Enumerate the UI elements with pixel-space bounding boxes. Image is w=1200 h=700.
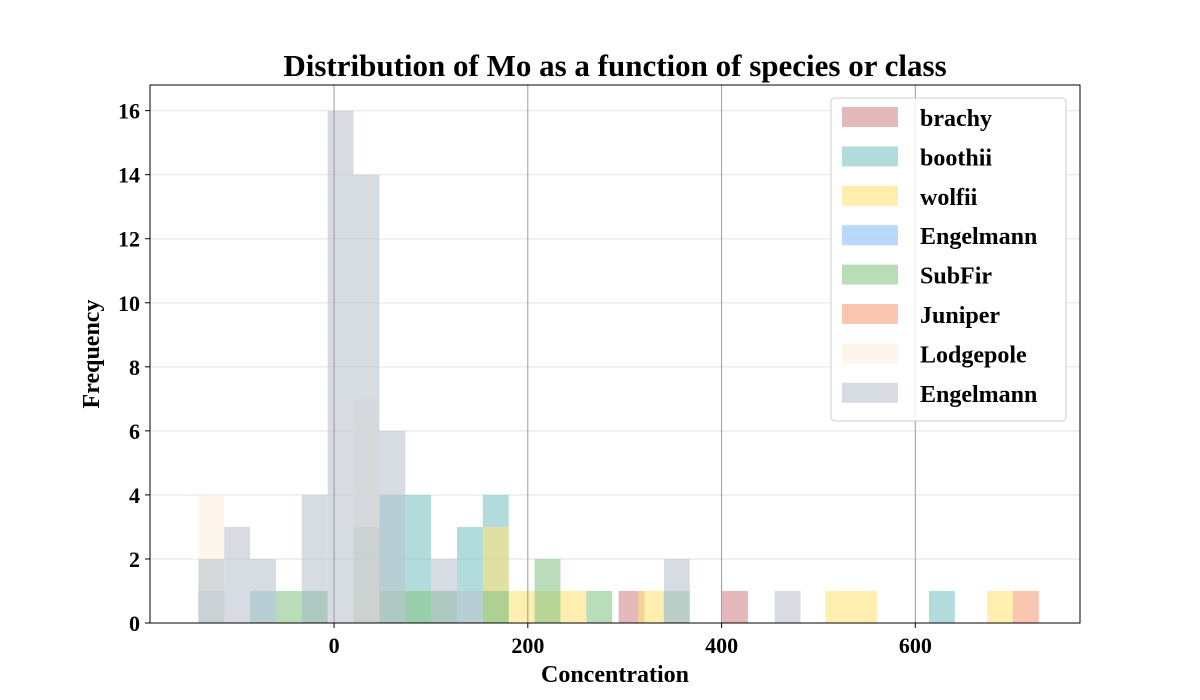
legend-label: Engelmann bbox=[920, 224, 1037, 250]
y-tick-label: 8 bbox=[129, 355, 140, 380]
bar-engelmann-7 bbox=[224, 526, 251, 623]
bar-subfir-4 bbox=[405, 590, 432, 623]
bar-wolfii-2 bbox=[560, 590, 587, 623]
legend-label: brachy bbox=[920, 106, 992, 132]
legend-swatch bbox=[842, 107, 898, 127]
legend-swatch bbox=[842, 382, 898, 403]
bar-engelmann-7 bbox=[431, 558, 457, 623]
x-axis-label: Concentration bbox=[541, 662, 689, 688]
bar-engelmann-7 bbox=[456, 590, 483, 623]
plot-frame bbox=[149, 84, 1081, 624]
bar-subfir-4 bbox=[534, 558, 561, 623]
bar-engelmann-7 bbox=[379, 430, 406, 623]
legend-label: wolfii bbox=[920, 185, 978, 211]
bar-brachy-0 bbox=[722, 590, 748, 623]
y-tick-label: 0 bbox=[129, 611, 140, 636]
bar-engelmann-7 bbox=[663, 558, 690, 623]
legend-label: SubFir bbox=[920, 264, 992, 290]
y-tick-label: 14 bbox=[118, 163, 140, 188]
legend-label: Lodgepole bbox=[920, 342, 1027, 368]
legend-swatch bbox=[842, 146, 898, 167]
bar-wolfii-2 bbox=[508, 590, 535, 623]
chart-title: Distribution of Mo as a function of spec… bbox=[283, 48, 946, 83]
bar-subfir-4 bbox=[586, 590, 613, 623]
y-tick-label: 16 bbox=[118, 99, 140, 124]
legend-swatch bbox=[842, 264, 898, 285]
y-tick-label: 6 bbox=[129, 419, 140, 444]
x-tick-label: 400 bbox=[705, 633, 738, 658]
x-tick-label: 200 bbox=[511, 633, 544, 658]
bar-wolfii-2 bbox=[987, 590, 1013, 623]
legend-label: Juniper bbox=[920, 303, 1000, 329]
legend-label: boothii bbox=[920, 145, 992, 171]
y-axis-label: Frequency bbox=[79, 300, 105, 409]
x-tick-label: 0 bbox=[329, 633, 340, 658]
y-tick-label: 12 bbox=[118, 227, 140, 252]
bar-engelmann-7 bbox=[301, 494, 328, 623]
legend-box bbox=[830, 97, 1067, 422]
ticks-layer: 0 200 400 600 0 2 4 6 8 10 12 14 16 bbox=[118, 99, 932, 658]
y-tick-label: 2 bbox=[129, 547, 140, 572]
bar-engelmann-7 bbox=[327, 110, 354, 624]
x-tick-label: 600 bbox=[899, 633, 932, 658]
bar-engelmann-7 bbox=[774, 590, 801, 623]
bar-subfir-4 bbox=[275, 590, 302, 623]
bar-juniper-5 bbox=[1012, 590, 1039, 623]
legend-swatch bbox=[842, 343, 898, 364]
y-tick-label: 10 bbox=[118, 291, 140, 316]
legend-label: Engelmann bbox=[920, 382, 1037, 408]
y-tick-label: 4 bbox=[129, 483, 140, 508]
bar-subfir-4 bbox=[482, 590, 509, 623]
bar-engelmann-7 bbox=[250, 558, 276, 623]
bar-wolfii-2 bbox=[638, 590, 664, 623]
bar-wolfii-2 bbox=[851, 590, 878, 623]
legend-swatch bbox=[842, 225, 898, 246]
legend: brachy boothii wolfii Engelmann SubFir Junipe… bbox=[830, 97, 1067, 422]
legend-swatch bbox=[842, 304, 898, 324]
bar-engelmann-7 bbox=[198, 558, 225, 623]
bar-boothii-1 bbox=[928, 590, 955, 623]
bars-layer bbox=[198, 85, 1039, 624]
bar-wolfii-2 bbox=[825, 590, 852, 623]
legend-swatch bbox=[842, 185, 898, 206]
bar-engelmann-7 bbox=[353, 174, 380, 623]
